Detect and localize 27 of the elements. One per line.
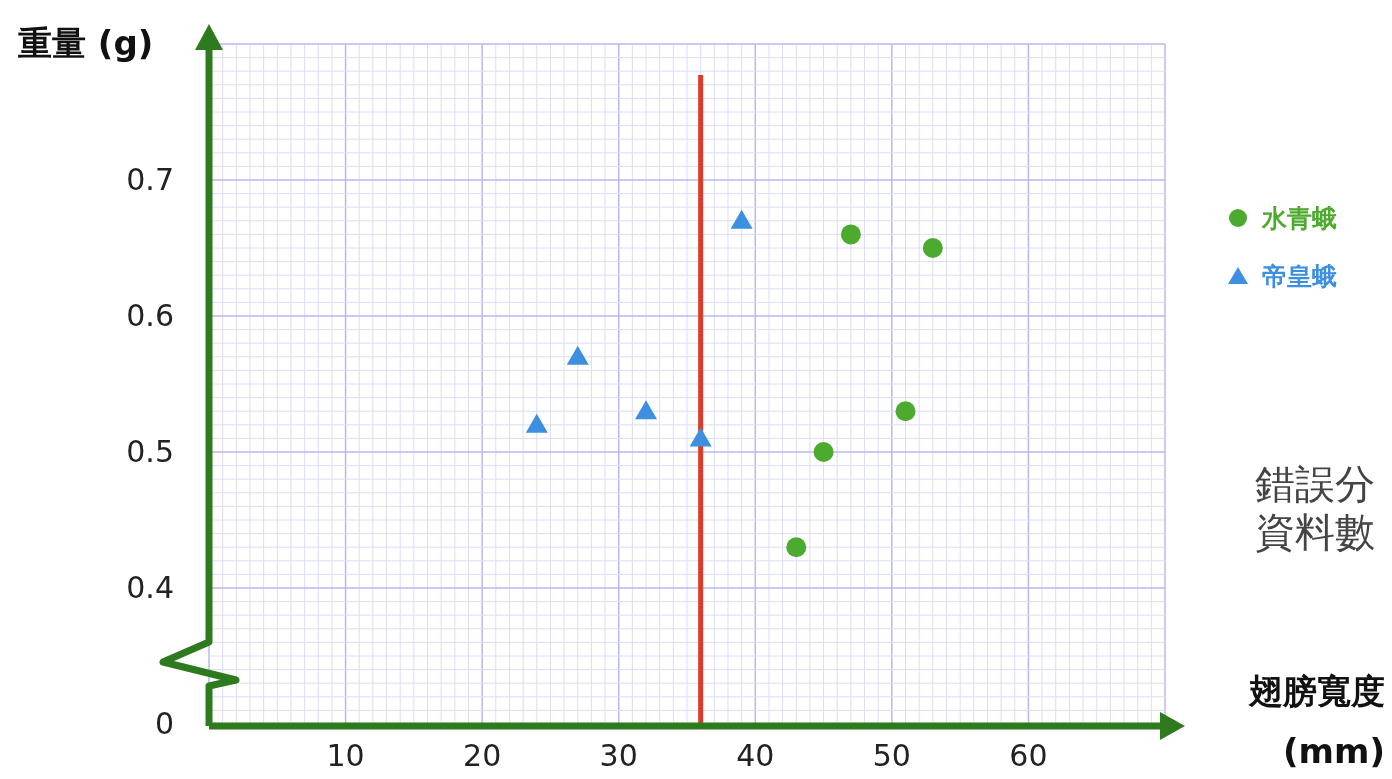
y-tick-label: 0 xyxy=(154,706,174,741)
text: 資料數 xyxy=(1255,509,1375,555)
point xyxy=(566,345,589,365)
legend-label: 帝皇蛾 xyxy=(1262,262,1337,291)
y-tick-label: 0.6 xyxy=(126,298,174,333)
point xyxy=(813,442,834,462)
x-tick-label: 30 xyxy=(599,738,638,773)
x-tick-label: 40 xyxy=(736,738,775,773)
point xyxy=(786,537,807,558)
point xyxy=(922,238,943,258)
text: 錯誤分 xyxy=(1255,461,1375,507)
y-axis-title: 重量 (g) xyxy=(18,23,154,63)
point xyxy=(689,427,712,447)
x-tick-label: 10 xyxy=(326,738,365,773)
x-tick-label: 60 xyxy=(1009,738,1048,773)
y-tick-label: 0.5 xyxy=(126,434,174,469)
point xyxy=(840,224,861,245)
point xyxy=(730,209,753,229)
y-tick-label: 0.4 xyxy=(126,570,174,605)
legend-label: 水青蛾 xyxy=(1261,204,1337,233)
x-tick-label: 50 xyxy=(872,738,911,773)
x-axis-title: 翅膀寬度 (mm) xyxy=(1248,671,1385,771)
point xyxy=(895,401,916,422)
y-tick-label: 0.7 xyxy=(126,162,174,197)
x-tick-label: 20 xyxy=(463,738,502,773)
point xyxy=(525,413,548,433)
point xyxy=(635,400,658,420)
